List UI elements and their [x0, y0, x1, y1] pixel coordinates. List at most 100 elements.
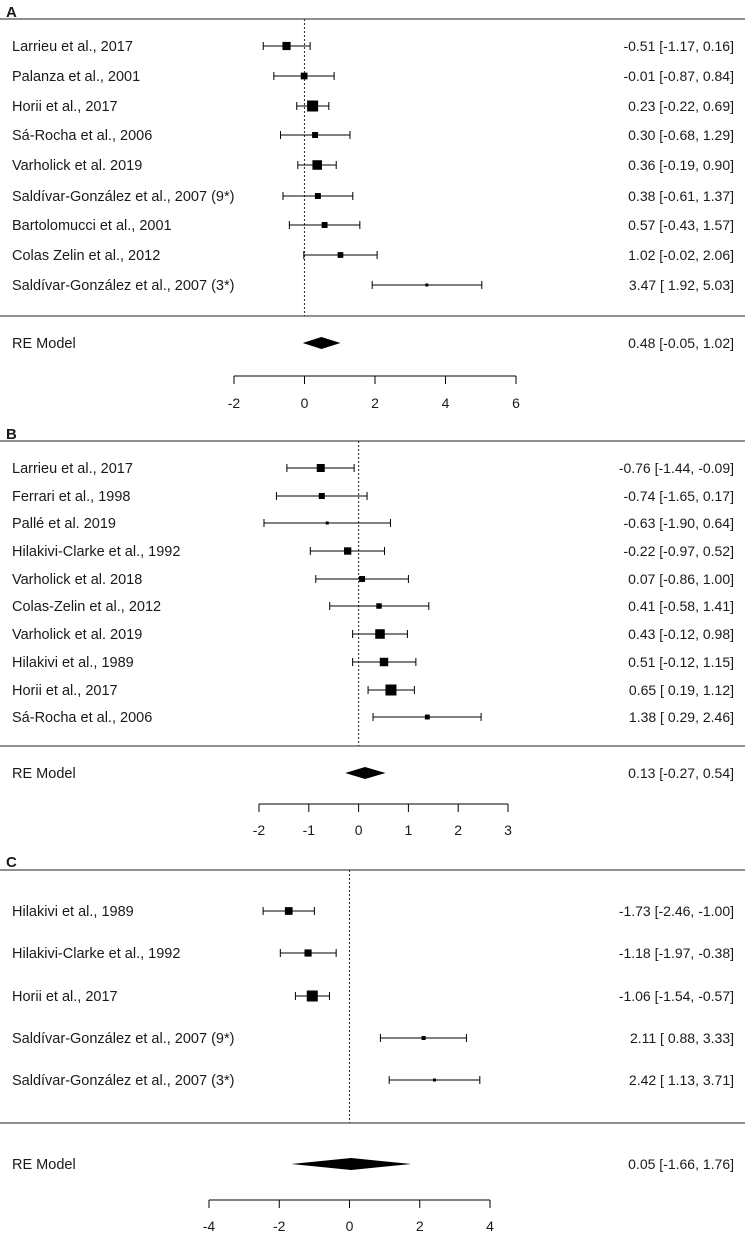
study-label: Hilakivi et al., 1989: [12, 904, 134, 920]
point-estimate-marker: [306, 990, 318, 1002]
point-estimate-marker: [318, 492, 325, 500]
point-estimate-marker: [307, 100, 319, 112]
study-label: Larrieu et al., 2017: [12, 39, 133, 55]
point-estimate-marker: [284, 907, 293, 915]
effect-size-ci-label: 0.07 [-0.86, 1.00]: [628, 571, 734, 587]
effect-size-ci-label: 0.36 [-0.19, 0.90]: [628, 157, 734, 173]
study-label: Horii et al., 2017: [12, 989, 118, 1005]
effect-size-ci-label: 0.41 [-0.58, 1.41]: [628, 598, 734, 614]
effect-size-ci-label: -0.63 [-1.90, 0.64]: [623, 515, 734, 531]
point-estimate-marker: [314, 193, 321, 199]
point-estimate-marker: [421, 1035, 426, 1041]
x-axis-tick-label: 4: [486, 1218, 494, 1234]
point-estimate-marker: [375, 629, 385, 639]
forest-panel-c: C Hilakivi et al., 1989 -1.73 [-2.46, -1.0…: [0, 854, 745, 1234]
study-label: Hilakivi-Clarke et al., 1992: [12, 946, 180, 962]
point-estimate-marker: [300, 72, 308, 80]
panel-letter: A: [6, 4, 17, 21]
x-axis-tick-label: 4: [442, 395, 450, 411]
x-axis-tick-label: 2: [416, 1218, 424, 1234]
pooled-estimate-diamond: [302, 337, 341, 349]
x-axis-tick-label: 2: [371, 395, 379, 411]
study-label: Hilakivi et al., 1989: [12, 655, 134, 671]
effect-size-ci-label: -0.76 [-1.44, -0.09]: [619, 460, 734, 476]
effect-size-ci-label: -1.18 [-1.97, -0.38]: [619, 945, 734, 961]
study-label: Colas-Zelin et al., 2012: [12, 599, 161, 615]
point-estimate-marker: [312, 160, 322, 170]
effect-size-ci-label: 0.38 [-0.61, 1.37]: [628, 188, 734, 204]
pooled-effect-ci-label: 0.48 [-0.05, 1.02]: [628, 335, 734, 351]
x-axis-tick-label: -2: [253, 822, 266, 838]
effect-size-ci-label: 0.51 [-0.12, 1.15]: [628, 654, 734, 670]
pooled-model-label: RE Model: [12, 766, 76, 782]
forest-panel-b: B Larrieu et al., 2017 -0.76 [-1.44, -0.09…: [0, 426, 745, 838]
point-estimate-marker: [325, 521, 329, 525]
effect-size-ci-label: 0.23 [-0.22, 0.69]: [628, 98, 734, 114]
point-estimate-marker: [376, 603, 382, 609]
study-label: Sá-Rocha et al., 2006: [12, 128, 152, 144]
study-label: Saldívar-González et al., 2007 (3*): [12, 278, 234, 294]
x-axis-tick-label: 2: [454, 822, 462, 838]
study-label: Hilakivi-Clarke et al., 1992: [12, 544, 180, 560]
study-label: Colas Zelin et al., 2012: [12, 248, 160, 264]
effect-size-ci-label: 0.57 [-0.43, 1.57]: [628, 217, 734, 233]
pooled-estimate-diamond: [291, 1158, 412, 1170]
study-label: Sá-Rocha et al., 2006: [12, 710, 152, 726]
point-estimate-marker: [316, 463, 325, 473]
study-label: Varholick et al. 2018: [12, 572, 142, 588]
point-estimate-marker: [343, 547, 352, 555]
effect-size-ci-label: 1.02 [-0.02, 2.06]: [628, 247, 734, 263]
effect-size-ci-label: -1.73 [-2.46, -1.00]: [619, 903, 734, 919]
point-estimate-marker: [304, 949, 312, 957]
effect-size-ci-label: 0.65 [ 0.19, 1.12]: [629, 682, 734, 698]
point-estimate-marker: [312, 132, 319, 138]
point-estimate-marker: [424, 714, 430, 720]
effect-size-ci-label: 0.30 [-0.68, 1.29]: [628, 127, 734, 143]
effect-size-ci-label: -0.74 [-1.65, 0.17]: [623, 488, 734, 504]
panel-letter: B: [6, 426, 17, 443]
pooled-effect-ci-label: 0.05 [-1.66, 1.76]: [628, 1156, 734, 1172]
x-axis-tick-label: 3: [504, 822, 512, 838]
x-axis-tick-label: 0: [355, 822, 363, 838]
study-label: Horii et al., 2017: [12, 683, 118, 699]
x-axis-tick-label: -2: [273, 1218, 286, 1234]
point-estimate-marker: [425, 283, 429, 287]
point-estimate-marker: [433, 1078, 437, 1082]
effect-size-ci-label: -1.06 [-1.54, -0.57]: [619, 988, 734, 1004]
x-axis-tick-label: 1: [405, 822, 413, 838]
study-label: Ferrari et al., 1998: [12, 489, 130, 505]
effect-size-ci-label: 2.42 [ 1.13, 3.71]: [629, 1072, 734, 1088]
effect-size-ci-label: 3.47 [ 1.92, 5.03]: [629, 277, 734, 293]
x-axis-tick-label: 6: [512, 395, 520, 411]
panel-letter: C: [6, 854, 17, 871]
study-label: Varholick et al. 2019: [12, 158, 142, 174]
point-estimate-marker: [359, 576, 366, 582]
pooled-model-label: RE Model: [12, 336, 76, 352]
effect-size-ci-label: 2.11 [ 0.88, 3.33]: [630, 1030, 734, 1046]
study-label: Saldívar-González et al., 2007 (9*): [12, 189, 234, 205]
study-label: Bartolomucci et al., 2001: [12, 218, 172, 234]
study-label: Saldívar-González et al., 2007 (9*): [12, 1031, 234, 1047]
study-label: Larrieu et al., 2017: [12, 461, 133, 477]
study-label: Pallé et al. 2019: [12, 516, 116, 532]
x-axis-tick-label: 0: [301, 395, 309, 411]
study-label: Palanza et al., 2001: [12, 69, 140, 85]
pooled-effect-ci-label: 0.13 [-0.27, 0.54]: [628, 765, 734, 781]
x-axis-tick-label: -4: [203, 1218, 216, 1234]
study-label: Varholick et al. 2019: [12, 627, 142, 643]
forest-panel-a: A Larrieu et al., 2017 -0.51 [-1.17, 0.16]…: [0, 4, 745, 411]
study-label: Horii et al., 2017: [12, 99, 118, 115]
point-estimate-marker: [282, 41, 291, 51]
pooled-estimate-diamond: [345, 767, 386, 779]
point-estimate-marker: [385, 684, 397, 696]
effect-size-ci-label: -0.22 [-0.97, 0.52]: [623, 543, 734, 559]
effect-size-ci-label: 1.38 [ 0.29, 2.46]: [629, 709, 734, 725]
point-estimate-marker: [379, 657, 389, 667]
x-axis-tick-label: 0: [346, 1218, 354, 1234]
effect-size-ci-label: -0.01 [-0.87, 0.84]: [623, 68, 734, 84]
point-estimate-marker: [337, 252, 344, 258]
point-estimate-marker: [321, 222, 328, 228]
pooled-model-label: RE Model: [12, 1157, 76, 1173]
study-label: Saldívar-González et al., 2007 (3*): [12, 1073, 234, 1089]
